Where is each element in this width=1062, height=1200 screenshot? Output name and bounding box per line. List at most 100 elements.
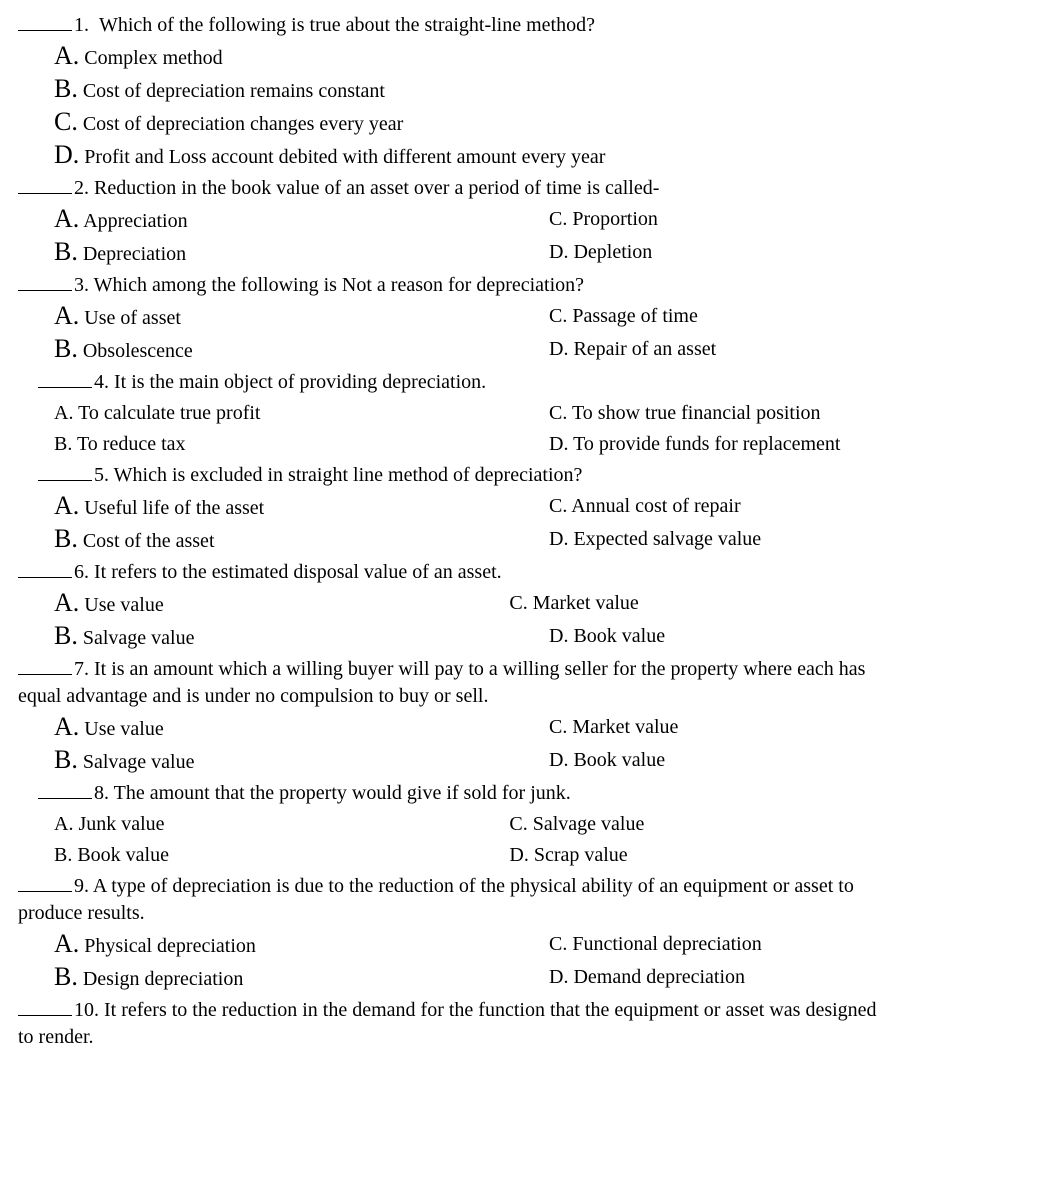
qtext-1: Which of the following is true about the… [99,14,595,36]
q2-b-text: Depreciation [83,243,186,265]
q7-a-text: Use value [84,718,163,740]
q2-option-c[interactable]: C. Proportion [549,206,1044,235]
q4-option-a[interactable]: A. To calculate true profit [54,400,549,427]
q8-option-b[interactable]: B. Book value [54,842,509,869]
q7-option-a[interactable]: A Use value [54,714,549,743]
q3-option-b[interactable]: B Obsolescence [54,336,549,365]
q2-option-a[interactable]: A Appreciation [54,206,549,235]
q5-row-ac: A Useful life of the asset C. Annual cos… [54,493,1044,522]
qnum-1: 1. [74,14,89,36]
qtext-8: The amount that the property would give … [114,782,571,804]
q4-c-text: C. To show true financial position [549,402,821,424]
q5-option-b[interactable]: B Cost of the asset [54,526,549,555]
q3-row-bd: B Obsolescence D. Repair of an asset [54,336,1044,365]
question-9: 9. A type of depreciation is due to the … [18,873,1044,900]
q6-option-b[interactable]: B Salvage value [54,623,549,652]
answer-blank-1[interactable] [18,30,72,31]
option-letter-b: B [54,524,78,553]
q6-b-text: Salvage value [83,627,195,649]
option-letter-b: B [54,237,78,266]
q4-option-b[interactable]: B. To reduce tax [54,431,549,458]
qtext-2: Reduction in the book value of an asset … [94,177,659,199]
q1-option-c[interactable]: C Cost of depreciation changes every yea… [54,109,1044,138]
q9-option-a[interactable]: A Physical depreciation [54,931,549,960]
q1-c-text: Cost of depreciation changes every year [83,113,403,135]
q1-option-d[interactable]: D Profit and Loss account debited with d… [54,142,1044,171]
q6-option-c[interactable]: C. Market value [509,590,1004,619]
option-letter-b: B [54,745,78,774]
q4-b-text: B. To reduce tax [54,433,186,455]
option-letter-c: C [54,107,78,136]
q3-option-c[interactable]: C. Passage of time [549,303,1044,332]
q9-option-d[interactable]: D. Demand depreciation [549,964,1044,993]
q9-option-c[interactable]: C. Functional depreciation [549,931,1044,960]
option-letter-a: A [54,588,79,617]
q4-option-d[interactable]: D. To provide funds for replacement [549,431,1044,458]
answer-blank-3[interactable] [18,290,72,291]
q8-option-d[interactable]: D. Scrap value [509,842,1004,869]
q3-b-text: Obsolescence [83,340,193,362]
q9-a-text: Physical depreciation [84,935,256,957]
q8-option-a[interactable]: A. Junk value [54,811,509,838]
q5-b-text: Cost of the asset [83,530,215,552]
q6-a-text: Use value [84,594,163,616]
q8-option-c[interactable]: C. Salvage value [509,811,1004,838]
answer-blank-9[interactable] [18,891,72,892]
q3-option-d[interactable]: D. Repair of an asset [549,336,1044,365]
q9-option-b[interactable]: B Design depreciation [54,964,549,993]
q4-row-bd: B. To reduce tax D. To provide funds for… [54,431,1044,458]
q7-option-c[interactable]: C. Market value [549,714,1044,743]
q7-option-d[interactable]: D. Book value [549,747,1044,776]
q3-option-a[interactable]: A Use of asset [54,303,549,332]
answer-blank-2[interactable] [18,193,72,194]
q4-option-c[interactable]: C. To show true financial position [549,400,1044,427]
q1-option-a[interactable]: A Complex method [54,43,1044,72]
q6-option-d[interactable]: D. Book value [549,623,1044,652]
q7-d-text: D. Book value [549,749,665,771]
qtext-7-cont: equal advantage and is under no compulsi… [18,683,1044,710]
question-1: 1. Which of the following is true about … [18,12,1044,39]
q5-d-text: D. Expected salvage value [549,528,761,550]
question-4: 4. It is the main object of providing de… [18,369,1044,396]
answer-blank-6[interactable] [18,577,72,578]
q1-a-text: Complex method [84,47,222,69]
q3-c-text: C. Passage of time [549,305,698,327]
q2-d-text: D. Depletion [549,241,652,263]
qtext-7: It is an amount which a willing buyer wi… [94,658,865,680]
option-letter-b: B [54,334,78,363]
q5-c-text: C. Annual cost of repair [549,495,741,517]
q5-option-c[interactable]: C. Annual cost of repair [549,493,1044,522]
q1-option-b[interactable]: B Cost of depreciation remains constant [54,76,1044,105]
qnum-4: 4. [94,371,109,393]
q6-option-a[interactable]: A Use value [54,590,509,619]
answer-blank-8[interactable] [38,798,92,799]
q5-option-a[interactable]: A Useful life of the asset [54,493,549,522]
q6-row-bd: B Salvage value D. Book value [54,623,1044,652]
qnum-10: 10. [74,999,99,1021]
q9-row-ac: A Physical depreciation C. Functional de… [54,931,1044,960]
option-letter-a: A [54,204,79,233]
q8-b-text: B. Book value [54,844,169,866]
qtext-9-cont: produce results. [18,900,1044,927]
q6-c-text: C. Market value [509,592,638,614]
question-3: 3. Which among the following is Not a re… [18,272,1044,299]
q5-option-d[interactable]: D. Expected salvage value [549,526,1004,555]
qnum-3: 3. [74,274,89,296]
q3-row-ac: A Use of asset C. Passage of time [54,303,1044,332]
q4-d-text: D. To provide funds for replacement [549,433,840,455]
answer-blank-10[interactable] [18,1015,72,1016]
qtext-3: Which among the following is Not a reaso… [94,274,584,296]
answer-blank-4[interactable] [38,387,92,388]
q2-option-b[interactable]: B Depreciation [54,239,549,268]
q4-a-text: A. To calculate true profit [54,402,260,424]
answer-blank-5[interactable] [38,480,92,481]
qtext-10: It refers to the reduction in the demand… [104,999,877,1021]
question-2: 2. Reduction in the book value of an ass… [18,175,1044,202]
question-5: 5. Which is excluded in straight line me… [18,462,1044,489]
answer-blank-7[interactable] [18,674,72,675]
q5-row-bd: B Cost of the asset D. Expected salvage … [54,526,1044,555]
qnum-7: 7. [74,658,89,680]
q8-c-text: C. Salvage value [509,813,644,835]
q7-option-b[interactable]: B Salvage value [54,747,549,776]
q2-option-d[interactable]: D. Depletion [549,239,1044,268]
